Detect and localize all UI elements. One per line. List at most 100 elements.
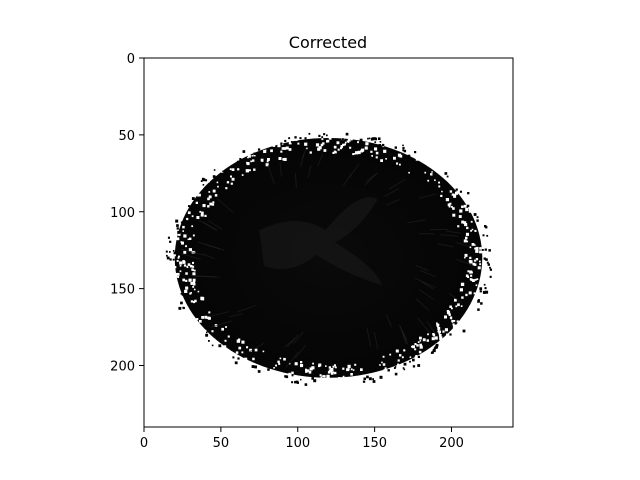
edge-noise — [394, 366, 397, 368]
edge-speckle — [252, 357, 255, 361]
edge-noise — [234, 361, 238, 365]
edge-speckle — [294, 362, 298, 366]
edge-speckle — [439, 341, 443, 344]
edge-speckle — [431, 337, 435, 341]
edge-speckle — [474, 217, 477, 220]
edge-speckle — [176, 287, 179, 290]
edge-speckle — [477, 297, 479, 299]
edge-speckle — [401, 356, 404, 359]
edge-speckle — [208, 311, 211, 314]
edge-speckle — [468, 209, 473, 213]
edge-speckle — [375, 151, 379, 155]
edge-noise — [176, 224, 179, 227]
sulcus-strand — [366, 172, 378, 182]
edge-speckle — [352, 369, 355, 371]
edge-noise — [409, 360, 411, 363]
sulcus-strand — [348, 163, 360, 178]
edge-speckle — [330, 135, 334, 138]
edge-speckle — [382, 363, 386, 366]
edge-speckle — [253, 168, 256, 171]
edge-speckle — [379, 364, 381, 366]
edge-speckle — [332, 134, 335, 137]
edge-noise — [417, 355, 420, 358]
edge-noise — [489, 266, 491, 269]
edge-speckle — [341, 377, 343, 379]
edge-noise — [213, 169, 216, 171]
edge-speckle — [288, 141, 292, 145]
sulcus-strand — [208, 220, 223, 230]
edge-speckle — [229, 168, 232, 171]
edge-speckle — [300, 364, 304, 368]
sulcus-strand — [301, 146, 307, 159]
edge-speckle — [475, 284, 478, 287]
edge-noise — [237, 357, 240, 360]
edge-speckle — [300, 361, 303, 364]
edge-speckle — [468, 291, 472, 295]
y-tick-label: 0 — [127, 52, 135, 67]
edge-speckle — [177, 276, 180, 278]
edge-speckle — [178, 255, 180, 258]
edge-noise — [372, 380, 376, 383]
edge-speckle — [419, 336, 422, 340]
sulcus-strand — [439, 234, 459, 237]
edge-speckle — [185, 286, 189, 290]
edge-speckle — [411, 345, 413, 348]
edge-speckle — [453, 326, 456, 329]
edge-speckle — [399, 367, 402, 370]
edge-noise — [284, 375, 287, 378]
edge-noise — [175, 219, 179, 223]
edge-speckle — [252, 159, 255, 162]
edge-speckle — [471, 279, 475, 282]
edge-speckle — [451, 307, 453, 310]
edge-speckle — [479, 232, 484, 236]
x-tick-label: 100 — [285, 436, 310, 451]
edge-speckle — [444, 315, 447, 319]
edge-noise — [180, 292, 183, 295]
edge-noise — [444, 172, 448, 175]
edge-speckle — [330, 372, 334, 375]
edge-noise — [402, 367, 405, 369]
edge-speckle — [469, 256, 472, 259]
sulcus-strand — [419, 193, 437, 199]
edge-speckle — [265, 163, 269, 167]
edge-speckle — [465, 274, 469, 278]
edge-noise — [323, 133, 326, 136]
edge-speckle — [318, 146, 322, 150]
edge-speckle — [482, 264, 485, 267]
edge-speckle — [208, 195, 212, 199]
edge-speckle — [425, 160, 429, 164]
edge-speckle — [397, 359, 400, 362]
edge-speckle — [463, 239, 467, 243]
edge-speckle — [196, 216, 200, 219]
edge-speckle — [419, 340, 422, 342]
edge-speckle — [395, 145, 399, 148]
edge-speckle — [189, 264, 193, 268]
edge-speckle — [464, 256, 466, 259]
edge-speckle — [469, 270, 473, 274]
edge-speckle — [333, 145, 337, 149]
edge-noise — [313, 379, 317, 383]
edge-noise — [479, 287, 483, 290]
edge-noise — [477, 308, 480, 311]
edge-speckle — [449, 305, 452, 308]
edge-speckle — [190, 316, 193, 320]
edge-speckle — [177, 291, 181, 294]
edge-noise — [367, 137, 369, 140]
edge-noise — [403, 368, 406, 371]
edge-speckle — [176, 237, 180, 241]
edge-speckle — [184, 289, 188, 293]
edge-speckle — [347, 138, 351, 142]
edge-speckle — [361, 148, 365, 152]
sulcus-strand — [366, 327, 372, 347]
edge-speckle — [471, 271, 473, 274]
edge-speckle — [321, 138, 324, 141]
edge-speckle — [354, 135, 357, 138]
edge-speckle — [200, 327, 203, 330]
edge-noise — [169, 258, 172, 261]
edge-noise — [455, 188, 458, 191]
edge-speckle — [463, 221, 467, 225]
edge-speckle — [183, 250, 187, 254]
edge-speckle — [437, 325, 439, 328]
edge-noise — [300, 378, 302, 381]
